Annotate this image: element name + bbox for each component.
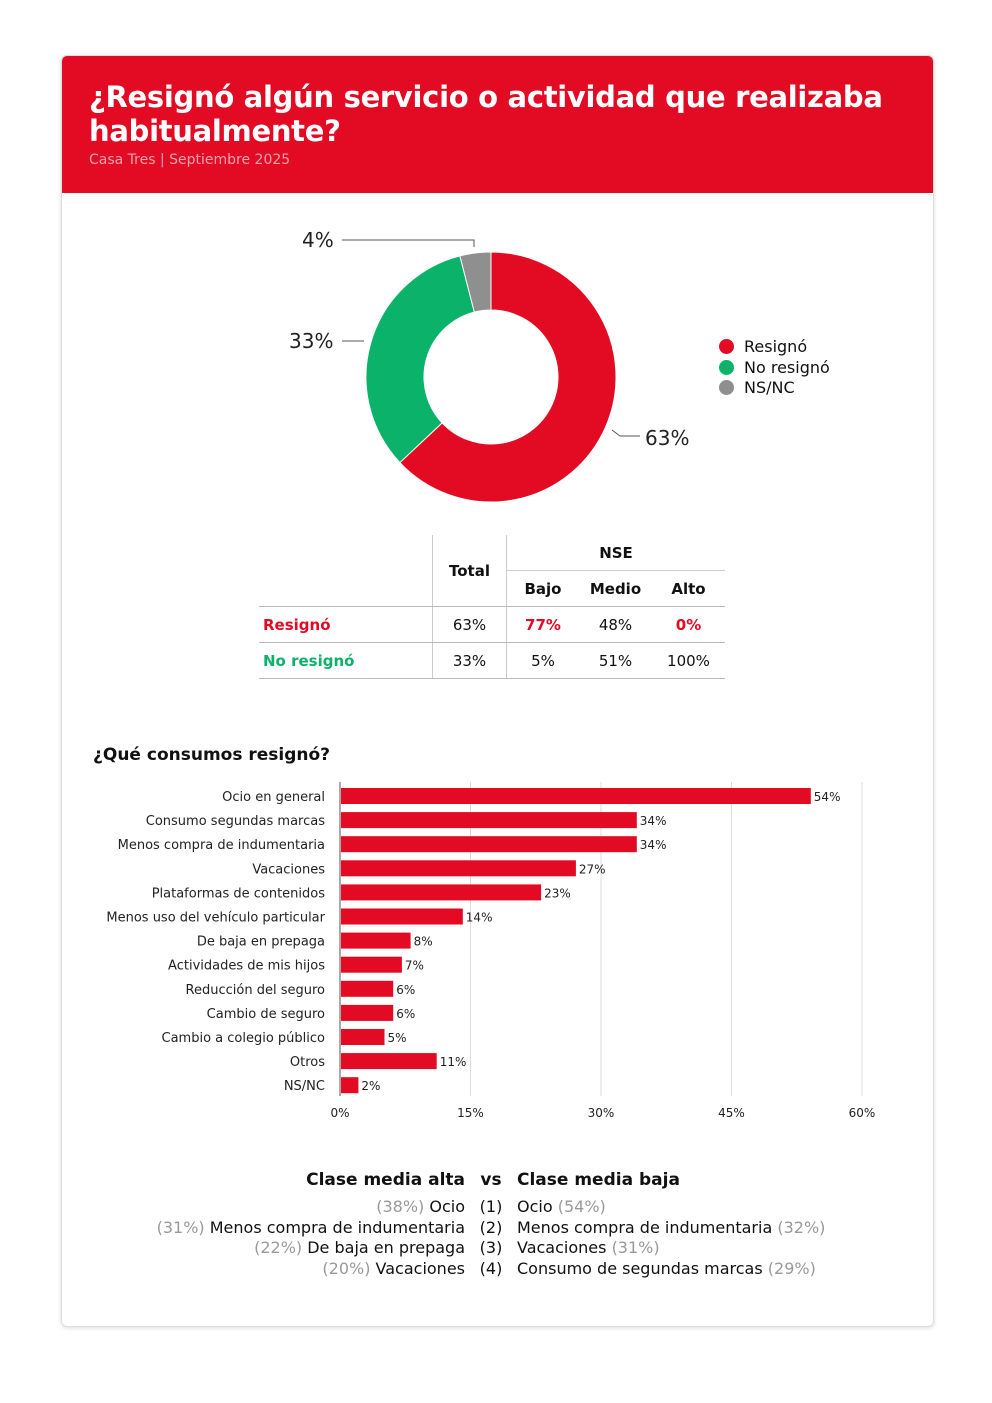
bar-value-label: 27% (579, 862, 606, 876)
bar-category-label: Cambio de seguro (207, 1007, 325, 1022)
x-tick-label: 30% (588, 1106, 615, 1120)
bar-category-label: Actividades de mis hijos (168, 959, 325, 974)
donut-slice-1 (365, 255, 475, 464)
bar-value-label: 23% (544, 886, 571, 900)
comparison-right-item: Menos compra de indumentaria (32%) (517, 1217, 826, 1237)
legend-resigno: Resignó (719, 337, 807, 356)
bar (341, 884, 542, 901)
subtitle: Casa Tres | Septiembre 2025 (89, 152, 291, 168)
comparison-left-title: Clase media alta (306, 1170, 465, 1190)
bar-category-label: Plataformas de contenidos (152, 886, 326, 901)
bar (341, 1004, 394, 1021)
comparison-rank: (2) (479, 1217, 503, 1237)
bar-category-label: Reducción del seguro (186, 983, 325, 998)
legend-label: NS/NC (744, 378, 795, 397)
table-row: Resignó 63% 77% 48% 0% (259, 606, 725, 643)
donut-slice-2 (459, 251, 492, 313)
bar (341, 1077, 359, 1094)
comparison-right-item: Consumo de segundas marcas (29%) (517, 1258, 816, 1278)
comparison-left-item: (20%) Vacaciones (322, 1258, 465, 1278)
bar-category-label: Cambio a colegio público (162, 1031, 326, 1046)
bar-category-label: NS/NC (284, 1079, 325, 1094)
bar-value-label: 14% (466, 911, 493, 925)
bar-chart-title: ¿Qué consumos resignó? (93, 745, 331, 765)
bar (341, 836, 637, 853)
donut-label-no-resigno: 33% (289, 329, 333, 353)
bar (341, 956, 402, 973)
comparison-rank: (3) (479, 1238, 503, 1257)
header: ¿Resignó algún servicio o actividad que … (62, 56, 933, 193)
bar-category-label: Menos uso del vehículo particular (106, 911, 325, 926)
header-total: Total (432, 535, 507, 607)
bar-category-label: Consumo segundas marcas (146, 814, 325, 829)
x-tick-label: 15% (457, 1106, 484, 1120)
legend-label: No resignó (744, 358, 830, 377)
bar-chart: 0% 15% 30% 45% 60% Ocio en general 54% Consumo … (106, 782, 876, 1120)
comparison-right-title: Clase media baja (517, 1170, 680, 1190)
legend-dot-icon (719, 339, 734, 354)
bar-category-label: Otros (290, 1055, 325, 1070)
donut-label-nsnc: 4% (302, 228, 334, 252)
bar (341, 932, 411, 949)
comparison-rank: (1) (479, 1197, 503, 1216)
bar-value-label: 2% (361, 1079, 380, 1093)
bar-value-label: 8% (414, 935, 433, 949)
bar (341, 788, 811, 804)
x-tick-label: 45% (718, 1106, 745, 1120)
comparison-rank: (4) (479, 1258, 503, 1278)
leader-line-nsnc (342, 239, 475, 247)
page-title: ¿Resignó algún servicio o actividad que … (89, 80, 883, 148)
comparison-right-item: Ocio (54%) (517, 1197, 606, 1216)
bar-value-label: 11% (440, 1055, 467, 1069)
comparison-left-item: (22%) De baja en prepaga (254, 1238, 465, 1257)
header-alto: Alto (652, 570, 725, 607)
bar-value-label: 6% (396, 1007, 415, 1021)
comparison-left-item: (31%) Menos compra de indumentaria (156, 1217, 465, 1237)
nse-table: Total NSE Bajo Medio Alto Resignó 63% 77% 48% 0… (259, 535, 725, 679)
legend-no-resigno: No resignó (719, 358, 830, 377)
x-tick-label: 0% (330, 1106, 349, 1120)
bar-value-label: 34% (640, 838, 667, 852)
bar (341, 1029, 385, 1045)
comparison-left-item: (38%) Ocio (376, 1197, 465, 1216)
bar (341, 812, 637, 829)
comparison-right-item: Vacaciones (31%) (517, 1238, 660, 1257)
bar (341, 980, 394, 997)
comparison-vs: vs (480, 1170, 502, 1190)
legend-label: Resignó (744, 337, 808, 356)
legend-dot-icon (719, 360, 734, 375)
table-row: No resignó 33% 5% 51% 100% (259, 642, 725, 679)
bar-category-label: Ocio en general (222, 790, 325, 805)
bar-value-label: 7% (405, 959, 424, 973)
donut-slice-0 (399, 251, 617, 503)
bar (341, 1053, 437, 1070)
bar-category-label: Menos compra de indumentaria (118, 838, 325, 853)
bar-category-label: Vacaciones (252, 862, 325, 877)
header-bajo: Bajo (506, 570, 579, 607)
donut-label-resigno: 63% (645, 426, 689, 450)
bar-category-label: De baja en prepaga (197, 935, 325, 950)
bar-value-label: 6% (396, 983, 415, 997)
bar-value-label: 34% (640, 814, 667, 828)
bar (341, 860, 576, 877)
donut-chart: 4% 33% 63% (289, 228, 689, 503)
bar-value-label: 54% (814, 790, 841, 804)
bar-value-label: 5% (388, 1031, 407, 1045)
legend-dot-icon (719, 380, 734, 395)
x-tick-label: 60% (849, 1106, 876, 1120)
bar (341, 908, 463, 925)
header-medio: Medio (579, 570, 652, 607)
header-nse: NSE (506, 535, 725, 571)
leader-line-resigno (611, 429, 640, 437)
legend-nsnc: NS/NC (719, 378, 795, 397)
